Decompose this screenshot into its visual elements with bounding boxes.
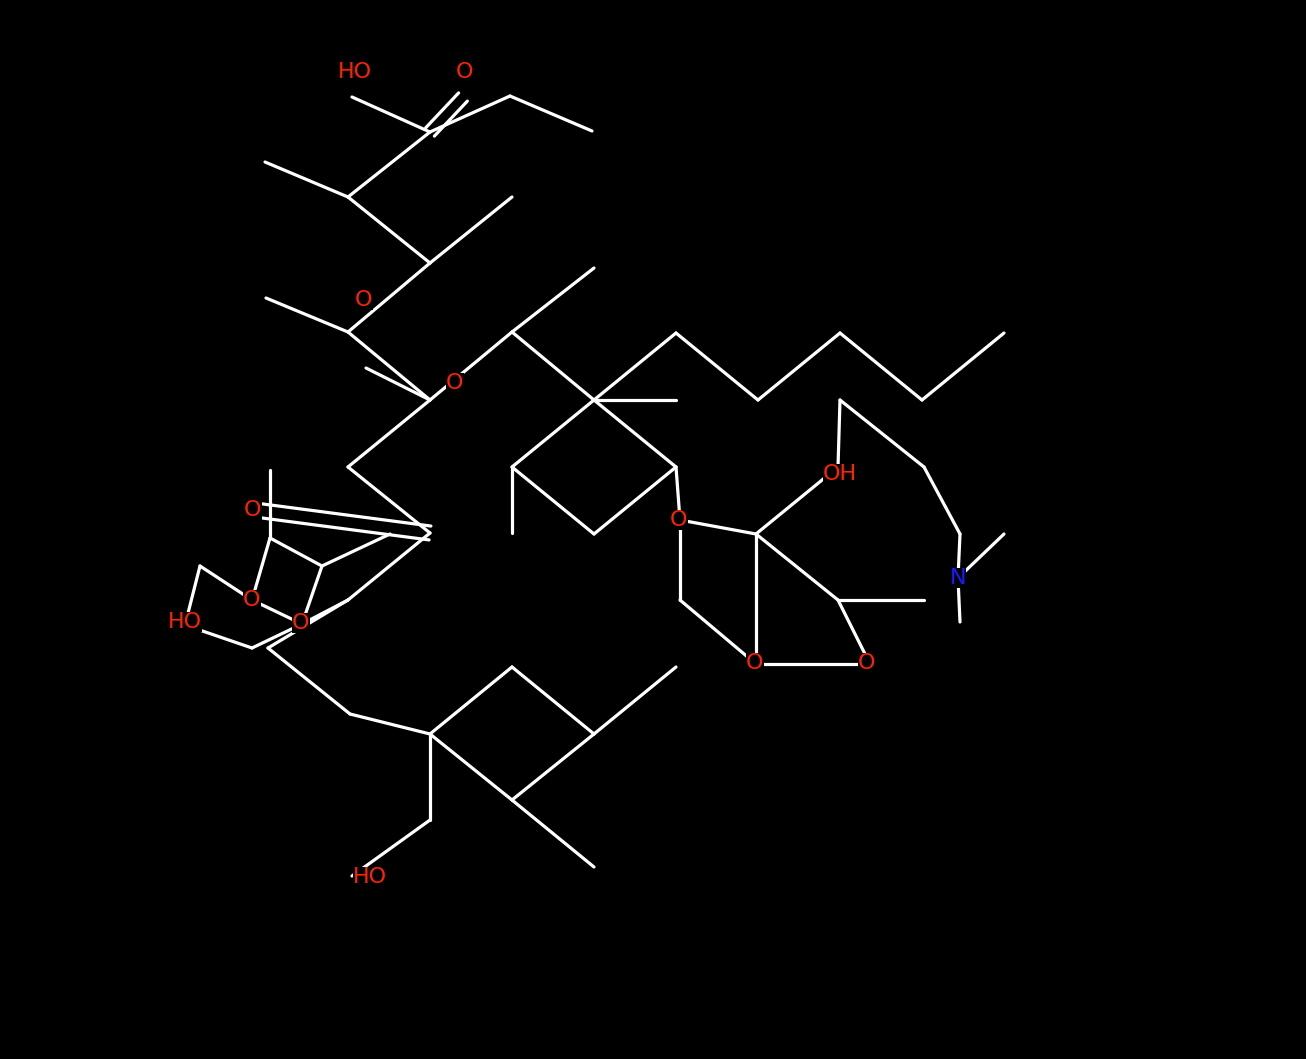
Text: O: O <box>858 653 876 674</box>
Text: O: O <box>243 590 261 610</box>
Text: O: O <box>670 510 688 530</box>
Text: O: O <box>456 62 474 82</box>
Text: O: O <box>746 653 764 674</box>
Text: HO: HO <box>168 612 202 632</box>
Text: OH: OH <box>823 464 857 484</box>
Text: O: O <box>355 290 372 310</box>
Text: O: O <box>293 613 310 633</box>
Text: N: N <box>949 568 966 588</box>
Text: O: O <box>244 500 261 520</box>
Text: HO: HO <box>353 867 387 887</box>
Text: HO: HO <box>338 62 372 82</box>
Text: O: O <box>447 373 464 393</box>
